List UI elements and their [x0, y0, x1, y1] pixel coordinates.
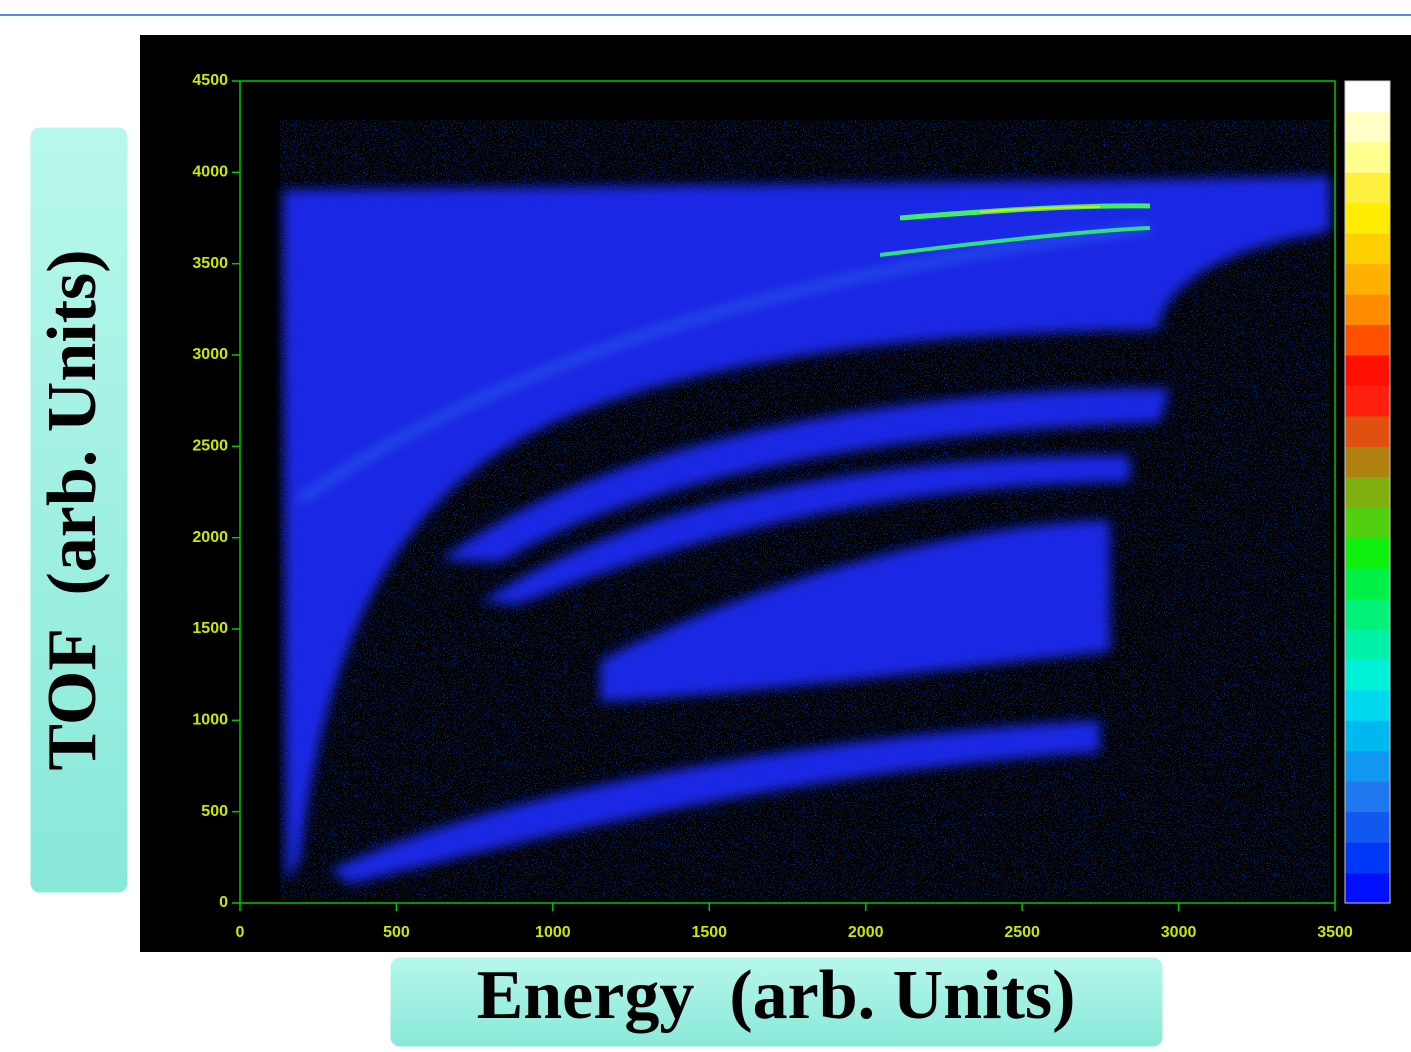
band	[480, 455, 1130, 604]
colorbar-cell	[1345, 233, 1390, 265]
colorbar-cell	[1345, 476, 1390, 508]
y-tick-label: 1500	[192, 620, 228, 637]
ridge-peak	[879, 226, 1151, 257]
x-axis-label: Energy (arb. Units)	[477, 957, 1076, 1034]
colorbar-cell	[1345, 598, 1390, 630]
colorbar-cell	[1345, 659, 1390, 691]
colorbar-cell	[1345, 629, 1390, 660]
colorbar-frame	[1344, 80, 1391, 904]
y-tick-label: 4000	[192, 164, 228, 181]
colorbar-cell	[1345, 568, 1390, 600]
y-tick-label: 3000	[192, 346, 228, 363]
y-tick-label: 4500	[192, 72, 228, 89]
density	[280, 120, 1330, 900]
band-main	[283, 176, 1330, 882]
colorbar-cell	[1345, 872, 1390, 904]
colorbar-cell	[1345, 81, 1390, 112]
colorbar-cell	[1345, 446, 1390, 478]
colorbar-cell	[1345, 141, 1390, 173]
x-tick-label: 3500	[1317, 924, 1353, 941]
y-tick-label: 2000	[192, 529, 228, 546]
colorbar-cell	[1345, 720, 1390, 752]
colorbar-cell	[1345, 202, 1390, 234]
y-tick-label: 1000	[192, 712, 228, 729]
y-label-box	[25, 122, 133, 898]
y-tick-label: 500	[201, 803, 228, 820]
colorbar-cell	[1345, 385, 1390, 417]
colorbar-cell	[1345, 263, 1390, 295]
colorbar-cell	[1345, 537, 1390, 569]
colorbar-cell	[1345, 781, 1390, 813]
x-tick-label: 1500	[691, 924, 727, 941]
colorbar-cell	[1345, 415, 1390, 447]
plot-frame	[239, 80, 1336, 904]
y-tick-label: 2500	[192, 438, 228, 455]
ridge-peak	[979, 206, 1101, 213]
colorbar-cell	[1345, 842, 1390, 874]
x-tick-label: 500	[383, 924, 410, 941]
y-tick-label: 3500	[192, 255, 228, 272]
y-axis-label: TOF (arb. Units)	[34, 249, 111, 770]
colorbar-cell	[1345, 111, 1390, 143]
x-label-box	[385, 952, 1168, 1052]
x-tick-label: 2500	[1004, 924, 1040, 941]
ridge	[298, 226, 1151, 502]
colorbar-cell	[1345, 811, 1390, 843]
colorbar-cell	[1345, 172, 1390, 204]
x-tick-label: 1000	[535, 924, 571, 941]
band	[440, 388, 1170, 562]
colorbar-cell	[1345, 324, 1390, 356]
colorbar-cell	[1345, 750, 1390, 782]
x-tick-label: 0	[236, 924, 245, 941]
colorbar-cell	[1345, 689, 1390, 721]
band	[330, 720, 1100, 884]
x-tick-label: 3000	[1161, 924, 1197, 941]
colorbar-cell	[1345, 294, 1390, 326]
x-tick-label: 2000	[848, 924, 884, 941]
colorbar-cell	[1345, 355, 1390, 386]
band	[600, 520, 1110, 702]
y-tick-label: 0	[219, 894, 228, 911]
colorbar-cell	[1345, 507, 1390, 539]
